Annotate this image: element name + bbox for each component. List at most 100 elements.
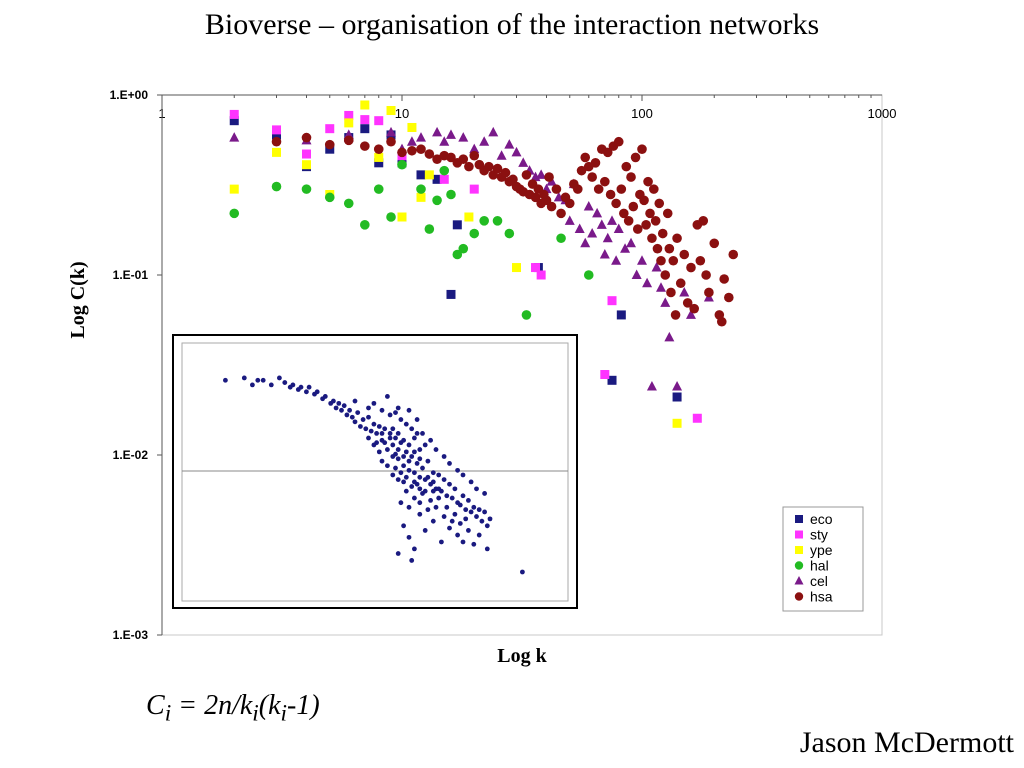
point-hal bbox=[360, 220, 370, 230]
point-hal bbox=[556, 233, 566, 244]
inset-point bbox=[347, 407, 352, 413]
inset-point bbox=[390, 442, 396, 448]
inset-point bbox=[371, 400, 377, 406]
inset-point bbox=[306, 384, 312, 390]
inset-point bbox=[433, 504, 439, 510]
inset-point bbox=[403, 488, 409, 494]
point-hal bbox=[521, 310, 532, 320]
inset-point bbox=[417, 511, 423, 517]
inset-point bbox=[412, 495, 417, 501]
point-hsa bbox=[657, 228, 668, 239]
legend-label: ype bbox=[810, 542, 833, 558]
data-points bbox=[229, 100, 739, 428]
inset-point bbox=[241, 375, 247, 381]
point-cel bbox=[504, 139, 515, 149]
point-hal bbox=[424, 224, 435, 234]
inset-point bbox=[466, 528, 471, 533]
point-hsa bbox=[521, 170, 532, 180]
point-hsa bbox=[551, 184, 562, 194]
inset-point bbox=[393, 465, 398, 471]
inset-point bbox=[395, 447, 401, 452]
point-hsa bbox=[654, 198, 665, 209]
inset-point bbox=[366, 405, 371, 411]
point-hsa bbox=[621, 161, 632, 172]
inset-point bbox=[290, 382, 296, 388]
inset-point bbox=[482, 491, 487, 496]
inset-point bbox=[449, 495, 455, 501]
inset-point bbox=[401, 479, 406, 485]
inset-point bbox=[468, 509, 474, 515]
point-hal bbox=[469, 228, 480, 239]
point-cel bbox=[631, 269, 642, 279]
inset-point bbox=[441, 477, 447, 482]
inset-point bbox=[406, 534, 412, 540]
inset-point bbox=[430, 470, 436, 476]
point-hsa bbox=[716, 316, 727, 327]
inset-point bbox=[476, 532, 482, 538]
point-cel bbox=[626, 237, 637, 248]
series-cel bbox=[229, 126, 714, 391]
inset-point bbox=[417, 456, 423, 462]
inset-point bbox=[406, 407, 412, 413]
point-eco bbox=[452, 220, 462, 230]
inset-point bbox=[412, 546, 417, 552]
point-cel bbox=[599, 248, 610, 259]
inset-point bbox=[457, 521, 463, 526]
x-tick-label: 100 bbox=[631, 106, 653, 121]
point-hal bbox=[583, 270, 594, 280]
point-hsa bbox=[724, 292, 734, 303]
point-hsa bbox=[500, 167, 511, 178]
point-sty bbox=[692, 413, 702, 423]
y-tick-label: 1.E+00 bbox=[110, 88, 149, 102]
inset-point bbox=[409, 484, 415, 489]
legend-item-hal: hal bbox=[794, 558, 829, 574]
point-cel bbox=[386, 126, 397, 137]
point-hsa bbox=[675, 278, 686, 289]
inset-point bbox=[417, 500, 423, 506]
point-hsa bbox=[546, 201, 557, 212]
inset-point bbox=[314, 389, 320, 395]
x-tick-label: 10 bbox=[395, 106, 409, 121]
point-ype bbox=[386, 106, 396, 116]
point-hsa bbox=[728, 249, 739, 260]
point-hsa bbox=[686, 262, 696, 273]
inset-point bbox=[387, 412, 393, 418]
inset-point bbox=[371, 442, 377, 448]
inset-point bbox=[460, 539, 466, 545]
inset-point bbox=[223, 377, 228, 383]
inset-point bbox=[352, 419, 358, 425]
legend-marker bbox=[795, 530, 803, 539]
point-eco bbox=[432, 174, 442, 184]
inset-point bbox=[401, 437, 406, 443]
point-hal bbox=[458, 243, 469, 254]
point-hsa bbox=[698, 216, 709, 226]
inset-point bbox=[374, 431, 379, 436]
point-hal bbox=[416, 184, 426, 194]
point-hal bbox=[343, 198, 354, 209]
point-hsa bbox=[530, 192, 541, 203]
point-hsa bbox=[666, 287, 676, 298]
point-hsa bbox=[576, 165, 587, 176]
inset-point bbox=[395, 456, 401, 462]
inset-point bbox=[487, 516, 493, 522]
point-hsa bbox=[492, 163, 503, 174]
point-hal bbox=[397, 159, 407, 170]
formula-text: Ci = 2n/ki(ki-1) bbox=[146, 690, 320, 727]
point-eco bbox=[672, 392, 682, 402]
point-ype bbox=[397, 212, 407, 222]
inset-point bbox=[304, 389, 309, 395]
point-hal bbox=[432, 195, 442, 206]
inset-point bbox=[466, 497, 471, 503]
point-eco bbox=[616, 310, 626, 320]
inset-point bbox=[268, 382, 274, 388]
inset-point bbox=[403, 421, 409, 427]
inset-point bbox=[420, 465, 425, 471]
inset-point bbox=[406, 442, 412, 448]
inset-point bbox=[393, 435, 398, 441]
point-cel bbox=[445, 129, 456, 139]
inset-point bbox=[331, 398, 336, 404]
legend-marker bbox=[795, 546, 803, 554]
inset-point bbox=[417, 447, 423, 452]
inset-point bbox=[298, 384, 304, 390]
